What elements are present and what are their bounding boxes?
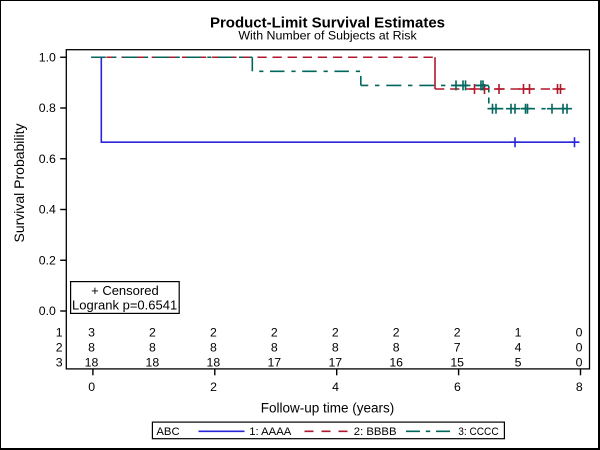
svg-text:2: BBBB: 2: BBBB [354,426,397,438]
svg-text:17: 17 [328,355,342,369]
svg-text:2: 2 [271,326,278,340]
svg-text:3: 3 [88,326,95,340]
svg-text:3: 3 [56,355,63,369]
svg-text:+ Censored: + Censored [91,283,159,298]
svg-text:8: 8 [576,380,583,394]
svg-text:18: 18 [146,355,160,369]
svg-text:6: 6 [454,380,461,394]
svg-text:0.8: 0.8 [39,101,56,115]
svg-text:0.6: 0.6 [39,152,56,166]
svg-text:Survival Probability: Survival Probability [11,123,27,242]
svg-text:1: AAAA: 1: AAAA [249,426,292,438]
svg-text:8: 8 [88,341,95,355]
svg-text:2: 2 [454,326,461,340]
svg-text:0: 0 [576,341,583,355]
svg-text:8: 8 [210,341,217,355]
svg-text:8: 8 [393,341,400,355]
svg-text:3: CCCC: 3: CCCC [458,426,499,438]
svg-text:0: 0 [576,326,583,340]
svg-text:2: 2 [393,326,400,340]
svg-text:0.4: 0.4 [39,203,56,217]
svg-text:0: 0 [88,380,95,394]
svg-text:With Number of Subjects at Ris: With Number of Subjects at Risk [238,29,417,43]
svg-text:Follow-up time (years): Follow-up time (years) [261,400,395,415]
svg-text:2: 2 [210,380,217,394]
svg-text:1: 1 [515,326,522,340]
svg-text:0: 0 [576,355,583,369]
svg-text:17: 17 [267,355,281,369]
svg-text:Logrank p=0.6541: Logrank p=0.6541 [72,298,177,313]
svg-text:2: 2 [210,326,217,340]
svg-text:Product-Limit Survival Estimat: Product-Limit Survival Estimates [210,15,445,32]
svg-text:15: 15 [450,355,464,369]
svg-text:8: 8 [332,341,339,355]
svg-text:4: 4 [332,380,339,394]
svg-text:1.0: 1.0 [39,50,56,64]
svg-text:0.0: 0.0 [39,304,56,318]
svg-text:7: 7 [454,341,461,355]
svg-text:ABC: ABC [156,426,179,438]
svg-text:2: 2 [149,326,156,340]
svg-text:2: 2 [332,326,339,340]
svg-text:16: 16 [389,355,403,369]
svg-text:4: 4 [515,341,522,355]
svg-text:5: 5 [515,355,522,369]
svg-text:8: 8 [271,341,278,355]
svg-text:1: 1 [56,326,63,340]
svg-text:0.2: 0.2 [39,253,56,267]
svg-text:2: 2 [56,341,63,355]
svg-text:18: 18 [85,355,99,369]
svg-text:8: 8 [149,341,156,355]
svg-text:18: 18 [207,355,221,369]
